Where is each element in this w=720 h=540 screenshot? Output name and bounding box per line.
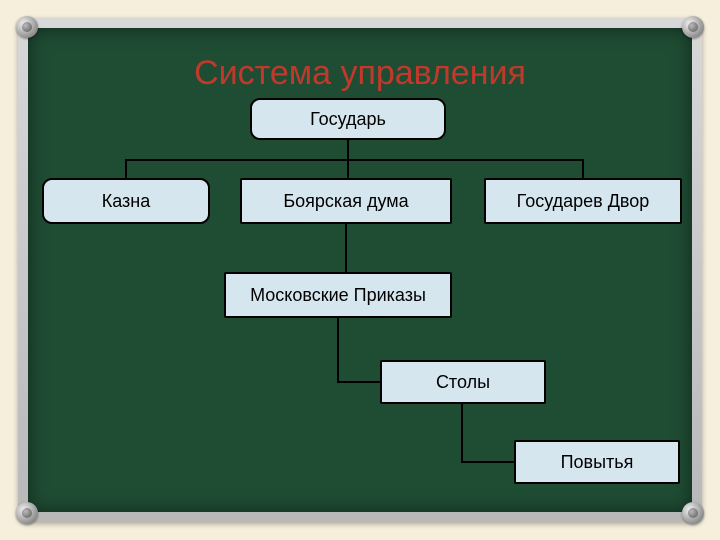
node-prikazy: Московские Приказы [224,272,452,318]
frame-screw-icon [682,502,704,524]
node-povytya: Повытья [514,440,680,484]
frame-screw-icon [16,502,38,524]
frame-screw-icon [16,16,38,38]
node-dvor: Государев Двор [484,178,682,224]
node-gosudar: Государь [250,98,446,140]
board-frame: Система управления Государь Казна Боярск… [18,18,702,522]
chalkboard: Система управления Государь Казна Боярск… [28,28,692,512]
frame-screw-icon [682,16,704,38]
node-kazna: Казна [42,178,210,224]
node-stoly: Столы [380,360,546,404]
diagram-title: Система управления [28,54,692,93]
node-duma: Боярская дума [240,178,452,224]
